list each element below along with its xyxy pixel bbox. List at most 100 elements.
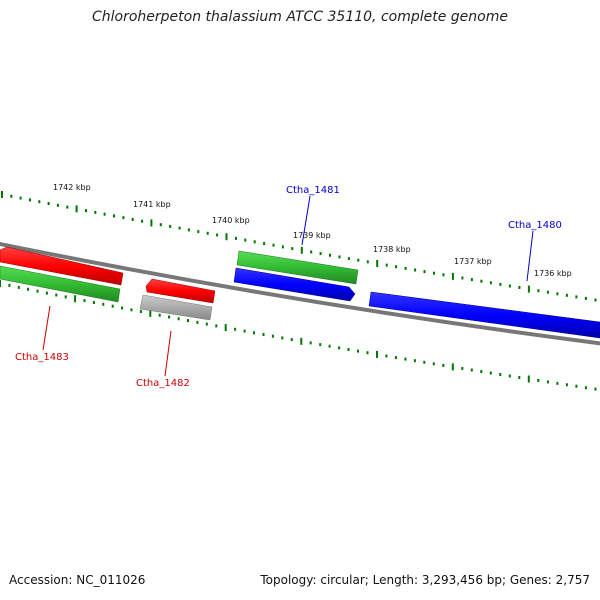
inner-tick-major — [224, 324, 227, 332]
inner-tick-minor — [575, 384, 578, 388]
inner-tick-minor — [518, 376, 521, 379]
outer-tick-minor — [385, 263, 388, 267]
outer-tick-minor — [537, 289, 540, 293]
outer-tick-minor — [357, 258, 360, 262]
gene-ctha-1481-gene[interactable] — [236, 250, 359, 285]
inner-tick-minor — [442, 363, 445, 367]
gene-ctha-1483-cds[interactable] — [0, 246, 124, 286]
inner-tick-minor — [347, 348, 350, 351]
outer-tick-major — [300, 246, 303, 254]
outer-tick-minor — [366, 260, 369, 264]
inner-tick-minor — [290, 338, 293, 342]
outer-tick-minor — [499, 282, 502, 286]
inner-tick-minor — [55, 293, 58, 297]
inner-tick-minor — [404, 357, 407, 361]
outer-tick-minor — [19, 196, 22, 200]
outer-tick-major — [451, 272, 454, 280]
gene-ctha-1482-gene[interactable] — [139, 294, 213, 321]
scale-label-1742: 1742 kbp — [53, 183, 91, 192]
outer-tick-minor — [122, 216, 125, 220]
inner-tick-minor — [196, 320, 199, 324]
inner-tick-minor — [319, 343, 322, 347]
gene-ctha-1483-gene[interactable] — [0, 265, 121, 303]
inner-tick-minor — [432, 362, 435, 366]
inner-tick-minor — [92, 301, 95, 304]
outer-tick-minor — [29, 198, 31, 202]
scale-label-1741: 1741 kbp — [133, 200, 171, 209]
inner-tick-minor — [102, 302, 105, 306]
inner-tick-minor — [45, 291, 48, 295]
outer-tick-minor — [113, 214, 115, 218]
gene-label-ctha-1483[interactable]: Ctha_1483 — [15, 352, 69, 363]
outer-tick-minor — [470, 278, 473, 282]
outer-tick-minor — [480, 279, 483, 283]
scale-label-1738: 1738 kbp — [373, 245, 411, 254]
outer-tick-minor — [319, 252, 322, 256]
inner-tick-minor — [205, 322, 208, 326]
inner-tick-minor — [64, 295, 67, 299]
genome-summary-text: Topology: circular; Length: 3,293,456 bp… — [260, 573, 590, 587]
outer-tick-minor — [414, 268, 417, 272]
inner-tick-major — [376, 350, 378, 358]
gene-ctha-1482-cds[interactable] — [145, 278, 216, 304]
inner-tick-minor — [215, 324, 218, 328]
inner-tick-minor — [556, 381, 559, 385]
outer-tick-minor — [329, 253, 331, 257]
inner-tick-minor — [271, 334, 274, 338]
inner-tick-major — [0, 280, 1, 287]
genome-backbone — [0, 241, 600, 346]
gene-label-ctha-1481[interactable]: Ctha_1481 — [286, 185, 340, 196]
inner-scale-ticks — [0, 280, 597, 391]
inner-tick-minor — [480, 370, 483, 373]
outer-tick-major — [150, 219, 153, 227]
outer-tick-minor — [244, 238, 247, 242]
inner-tick-minor — [27, 287, 30, 291]
outer-tick-minor — [234, 236, 237, 240]
outer-tick-minor — [272, 243, 275, 247]
outer-tick-minor — [508, 284, 511, 288]
leader-ctha-1481 — [301, 195, 311, 246]
inner-tick-major — [527, 375, 530, 383]
gene-ctha-1480-cds[interactable] — [368, 291, 600, 339]
inner-tick-minor — [584, 386, 587, 390]
outer-tick-minor — [489, 281, 492, 285]
inner-tick-minor — [234, 327, 237, 331]
inner-tick-minor — [394, 356, 397, 360]
inner-tick-minor — [262, 333, 265, 336]
outer-tick-minor — [281, 245, 284, 249]
inner-tick-minor — [537, 379, 540, 382]
outer-tick-minor — [94, 210, 97, 214]
outer-tick-minor — [442, 273, 445, 277]
inner-tick-minor — [309, 341, 312, 345]
inner-tick-minor — [508, 374, 511, 378]
inner-tick-major — [74, 295, 77, 303]
genome-title: Chloroherpeton thalassium ATCC 35110, co… — [92, 9, 508, 25]
gene-label-ctha-1482[interactable]: Ctha_1482 — [136, 378, 190, 389]
outer-tick-minor — [38, 200, 41, 204]
outer-tick-minor — [395, 265, 398, 269]
inner-tick-minor — [36, 289, 39, 293]
outer-tick-minor — [338, 255, 341, 259]
outer-tick-minor — [141, 219, 144, 223]
gene-label-ctha-1480[interactable]: Ctha_1480 — [508, 220, 562, 231]
gene-ctha-1481-cds[interactable] — [233, 267, 356, 302]
scale-label-1737: 1737 kbp — [454, 257, 492, 266]
inner-tick-minor — [489, 371, 492, 375]
inner-tick-minor — [338, 346, 341, 350]
outer-tick-major — [376, 260, 379, 267]
outer-tick-minor — [546, 290, 549, 294]
outer-tick-minor — [556, 292, 559, 296]
outer-tick-minor — [594, 298, 597, 302]
outer-tick-minor — [187, 228, 190, 232]
outer-tick-major — [75, 205, 78, 213]
inner-tick-minor — [111, 304, 114, 308]
inner-tick-minor — [565, 383, 568, 387]
leader-ctha-1483 — [42, 305, 51, 351]
outer-tick-minor — [347, 257, 350, 261]
outer-tick-minor — [518, 286, 521, 289]
outer-tick-minor — [206, 231, 209, 235]
outer-tick-minor — [423, 270, 426, 274]
inner-tick-minor — [187, 319, 189, 323]
